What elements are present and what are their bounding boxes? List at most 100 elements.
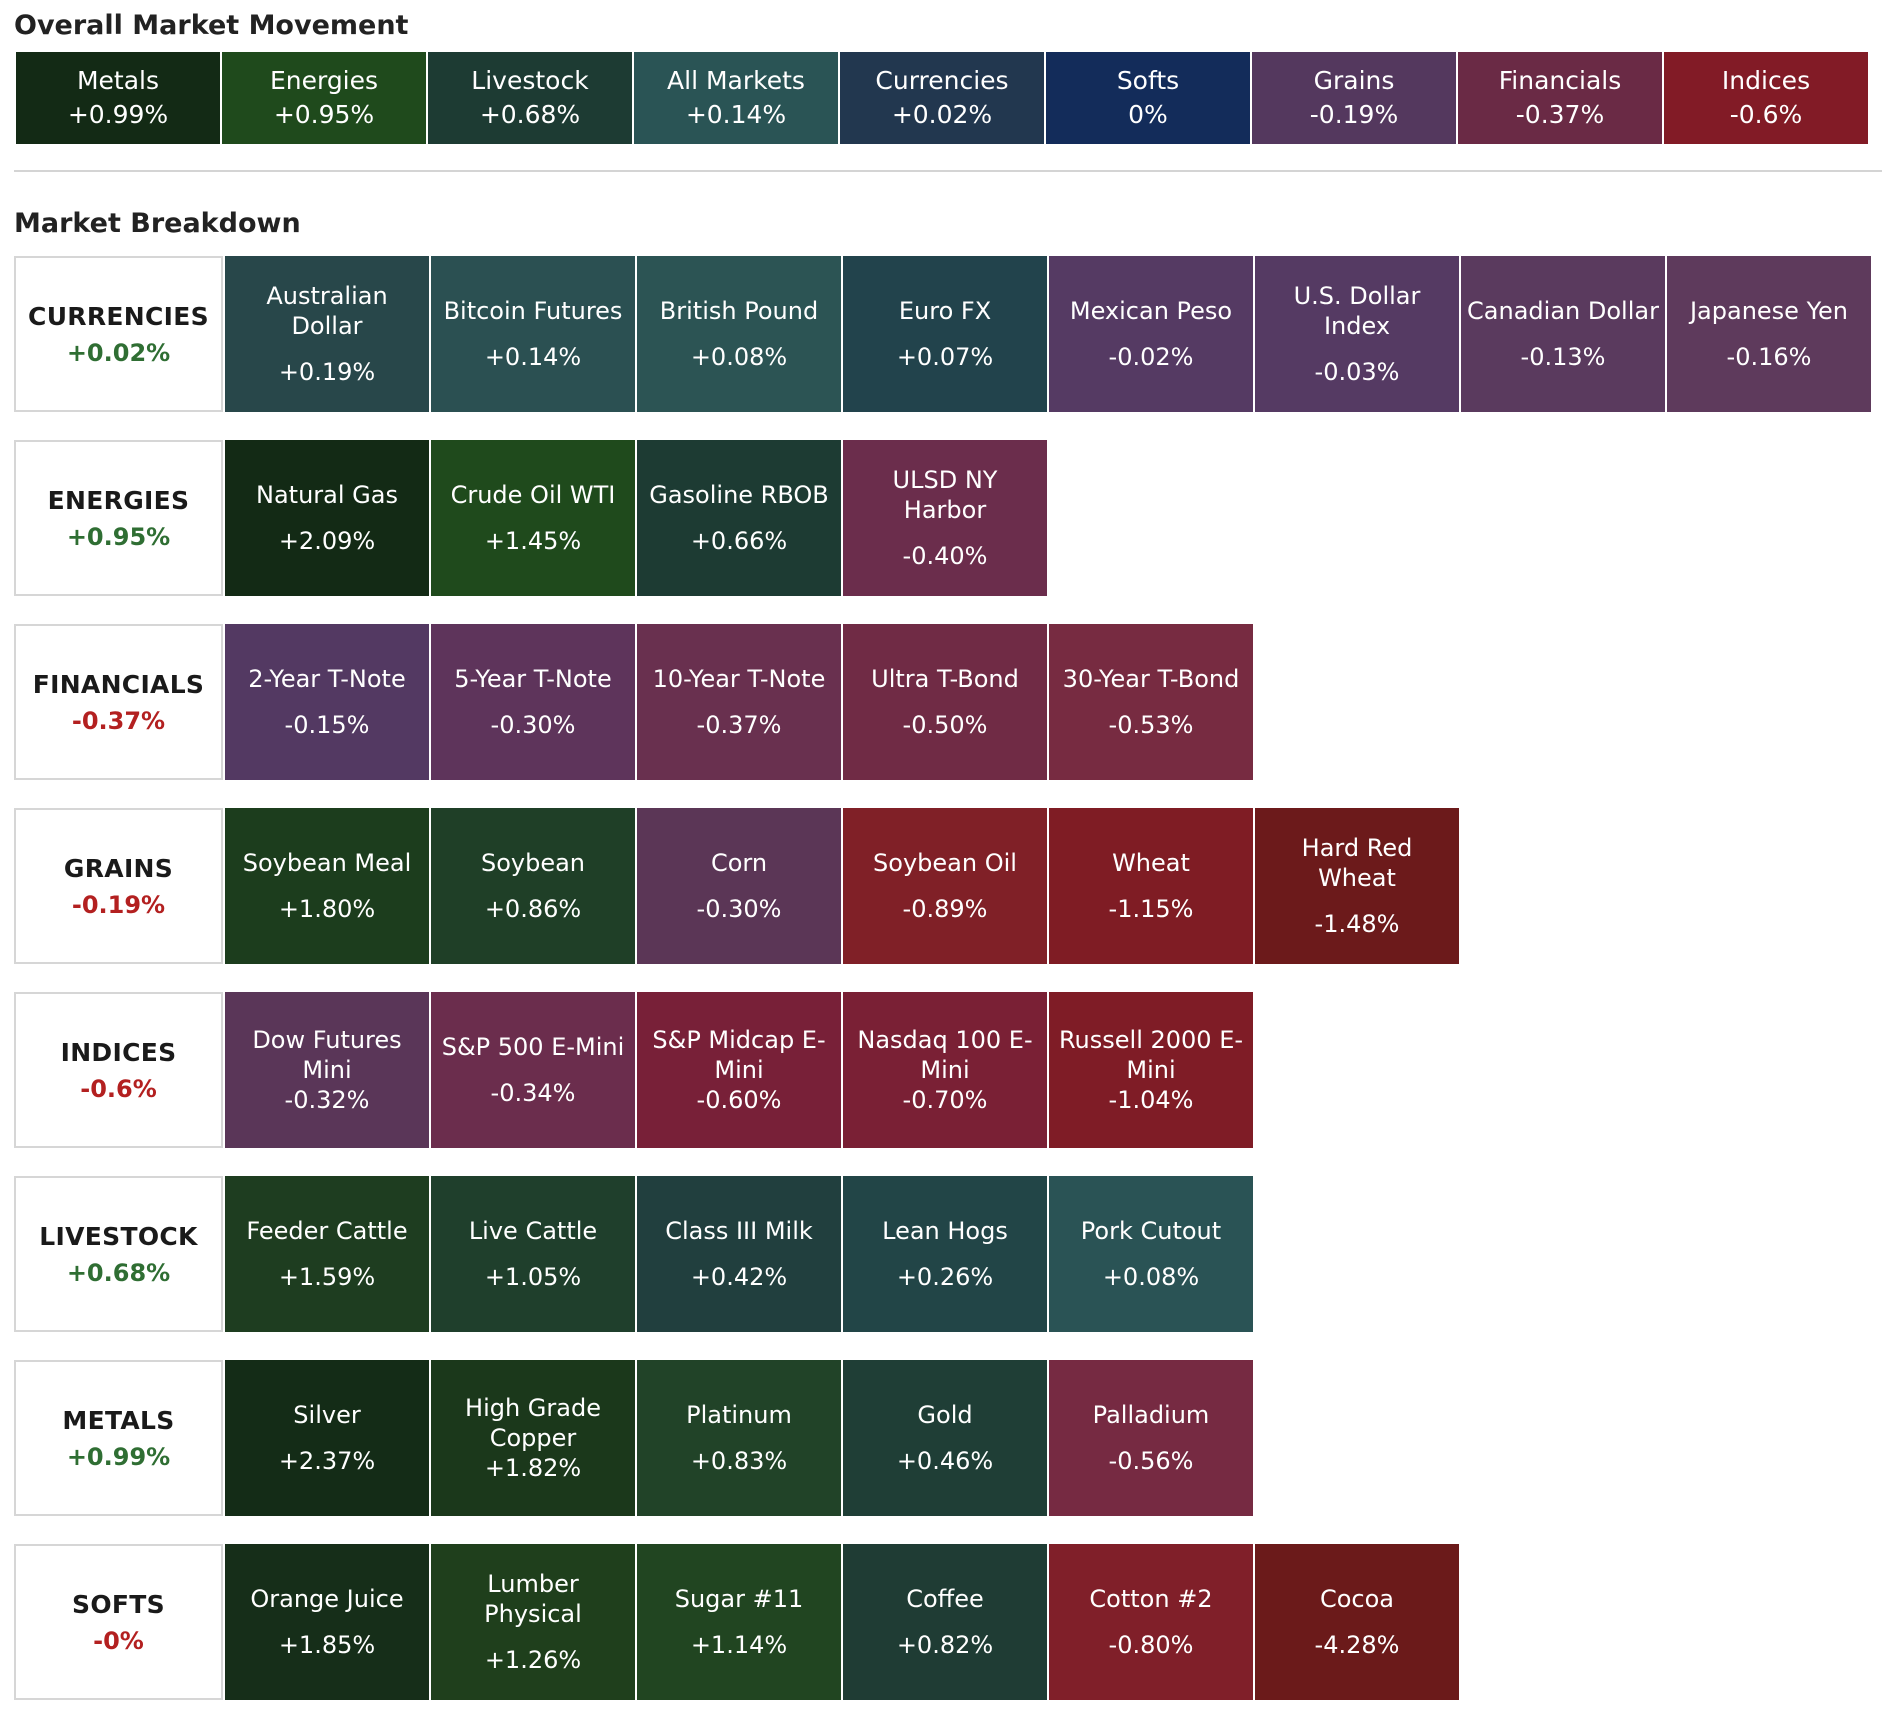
- contract-tile[interactable]: Russell 2000 E-Mini -1.04%: [1049, 992, 1253, 1148]
- contract-tile[interactable]: Orange Juice +1.85%: [225, 1544, 429, 1700]
- contract-change: +1.14%: [690, 1631, 788, 1659]
- contract-name: Nasdaq 100 E-Mini: [857, 1026, 1033, 1084]
- contract-tile[interactable]: Gold +0.46%: [843, 1360, 1047, 1516]
- contract-name: Silver: [293, 1401, 361, 1429]
- overall-tile-label: Softs: [1116, 66, 1180, 95]
- contract-tile[interactable]: Coffee +0.82%: [843, 1544, 1047, 1700]
- market-breakdown-title: Market Breakdown: [14, 208, 301, 239]
- contract-change: +1.80%: [278, 895, 376, 923]
- contract-tile[interactable]: Wheat -1.15%: [1049, 808, 1253, 964]
- overall-tile-softs[interactable]: Softs 0%: [1046, 52, 1250, 144]
- contract-tile[interactable]: ULSD NY Harbor -0.40%: [843, 440, 1047, 596]
- contract-tile[interactable]: Cotton #2 -0.80%: [1049, 1544, 1253, 1700]
- contract-tile[interactable]: Euro FX +0.07%: [843, 256, 1047, 412]
- contract-tile[interactable]: Platinum +0.83%: [637, 1360, 841, 1516]
- contract-tile[interactable]: Lean Hogs +0.26%: [843, 1176, 1047, 1332]
- contract-tile[interactable]: Class III Milk +0.42%: [637, 1176, 841, 1332]
- contract-name: 2-Year T-Note: [248, 665, 406, 693]
- category-summary[interactable]: LIVESTOCK +0.68%: [14, 1176, 223, 1332]
- contract-name: Corn: [710, 849, 768, 877]
- overall-tile-energies[interactable]: Energies +0.95%: [222, 52, 426, 144]
- contract-tile[interactable]: Hard Red Wheat -1.48%: [1255, 808, 1459, 964]
- contract-tile[interactable]: Feeder Cattle +1.59%: [225, 1176, 429, 1332]
- contract-tile[interactable]: Silver +2.37%: [225, 1360, 429, 1516]
- contract-tile[interactable]: Gasoline RBOB +0.66%: [637, 440, 841, 596]
- overall-tile-value: +0.02%: [891, 100, 993, 129]
- overall-tile-value: -0.37%: [1515, 100, 1605, 129]
- contract-change: -0.50%: [902, 711, 988, 739]
- contract-change: +0.08%: [1102, 1263, 1200, 1291]
- contract-change: -1.15%: [1108, 895, 1194, 923]
- contract-name: Natural Gas: [256, 481, 398, 509]
- contract-tile[interactable]: Live Cattle +1.05%: [431, 1176, 635, 1332]
- category-summary[interactable]: FINANCIALS -0.37%: [14, 624, 223, 780]
- contract-tile[interactable]: 30-Year T-Bond -0.53%: [1049, 624, 1253, 780]
- contract-tile[interactable]: Sugar #11 +1.14%: [637, 1544, 841, 1700]
- contract-change: -0.32%: [284, 1086, 370, 1114]
- contract-tile[interactable]: Mexican Peso -0.02%: [1049, 256, 1253, 412]
- overall-tile-currencies[interactable]: Currencies +0.02%: [840, 52, 1044, 144]
- contract-tile[interactable]: Crude Oil WTI +1.45%: [431, 440, 635, 596]
- contract-name: Russell 2000 E-Mini: [1058, 1026, 1244, 1084]
- contract-name: Feeder Cattle: [246, 1217, 408, 1245]
- breakdown-row-indices: INDICES -0.6% Dow Futures Mini -0.32% S&P 50…: [14, 992, 1255, 1148]
- overall-tile-metals[interactable]: Metals +0.99%: [16, 52, 220, 144]
- category-summary[interactable]: INDICES -0.6%: [14, 992, 223, 1148]
- contract-tile[interactable]: Australian Dollar +0.19%: [225, 256, 429, 412]
- contract-tile[interactable]: Corn -0.30%: [637, 808, 841, 964]
- overall-tile-financials[interactable]: Financials -0.37%: [1458, 52, 1662, 144]
- contract-tile[interactable]: Natural Gas +2.09%: [225, 440, 429, 596]
- contract-change: +1.05%: [484, 1263, 582, 1291]
- contract-tile[interactable]: Cocoa -4.28%: [1255, 1544, 1459, 1700]
- overall-tile-value: 0%: [1128, 100, 1168, 129]
- category-change: -0.19%: [71, 890, 166, 919]
- contract-tile[interactable]: Lumber Physical +1.26%: [431, 1544, 635, 1700]
- contract-tile[interactable]: Canadian Dollar -0.13%: [1461, 256, 1665, 412]
- contract-tile[interactable]: S&P 500 E-Mini -0.34%: [431, 992, 635, 1148]
- contract-change: -0.13%: [1520, 343, 1606, 371]
- category-summary[interactable]: CURRENCIES +0.02%: [14, 256, 223, 412]
- contract-tile[interactable]: Nasdaq 100 E-Mini -0.70%: [843, 992, 1047, 1148]
- contract-tile[interactable]: Dow Futures Mini -0.32%: [225, 992, 429, 1148]
- contract-tile[interactable]: Ultra T-Bond -0.50%: [843, 624, 1047, 780]
- contract-change: -0.70%: [902, 1086, 988, 1114]
- overall-tile-label: Energies: [269, 66, 379, 95]
- category-summary[interactable]: ENERGIES +0.95%: [14, 440, 223, 596]
- category-summary[interactable]: GRAINS -0.19%: [14, 808, 223, 964]
- contract-tile[interactable]: U.S. Dollar Index -0.03%: [1255, 256, 1459, 412]
- contract-change: -0.80%: [1108, 1631, 1194, 1659]
- overall-tile-all-markets[interactable]: All Markets +0.14%: [634, 52, 838, 144]
- contract-name: ULSD NY Harbor: [892, 466, 998, 524]
- contract-tile[interactable]: Japanese Yen -0.16%: [1667, 256, 1871, 412]
- contract-change: -0.16%: [1726, 343, 1812, 371]
- contract-name: Euro FX: [898, 297, 992, 325]
- contract-name: Pork Cutout: [1080, 1217, 1222, 1245]
- breakdown-row-currencies: CURRENCIES +0.02% Australian Dollar +0.19% B…: [14, 256, 1873, 412]
- contract-tile[interactable]: Soybean +0.86%: [431, 808, 635, 964]
- contract-tile[interactable]: S&P Midcap E-Mini -0.60%: [637, 992, 841, 1148]
- overall-tile-label: Metals: [76, 66, 160, 95]
- contract-tile[interactable]: 2-Year T-Note -0.15%: [225, 624, 429, 780]
- contract-name: Mexican Peso: [1069, 297, 1233, 325]
- contract-tile[interactable]: High Grade Copper +1.82%: [431, 1360, 635, 1516]
- contract-change: +0.19%: [278, 358, 376, 386]
- category-summary[interactable]: SOFTS -0%: [14, 1544, 223, 1700]
- breakdown-row-grains: GRAINS -0.19% Soybean Meal +1.80% Soybean +0.…: [14, 808, 1461, 964]
- contract-tile[interactable]: 10-Year T-Note -0.37%: [637, 624, 841, 780]
- contract-name: Class III Milk: [665, 1217, 813, 1245]
- overall-tile-livestock[interactable]: Livestock +0.68%: [428, 52, 632, 144]
- contract-name: Soybean Oil: [873, 849, 1017, 877]
- overall-tile-grains[interactable]: Grains -0.19%: [1252, 52, 1456, 144]
- contract-tile[interactable]: British Pound +0.08%: [637, 256, 841, 412]
- contract-name: Wheat: [1112, 849, 1190, 877]
- contract-tile[interactable]: Soybean Meal +1.80%: [225, 808, 429, 964]
- contract-tile[interactable]: Pork Cutout +0.08%: [1049, 1176, 1253, 1332]
- contract-name: Orange Juice: [250, 1585, 404, 1613]
- contract-tile[interactable]: Soybean Oil -0.89%: [843, 808, 1047, 964]
- overall-tile-indices[interactable]: Indices -0.6%: [1664, 52, 1868, 144]
- contract-change: +0.42%: [690, 1263, 788, 1291]
- contract-tile[interactable]: Bitcoin Futures +0.14%: [431, 256, 635, 412]
- category-summary[interactable]: METALS +0.99%: [14, 1360, 223, 1516]
- contract-tile[interactable]: Palladium -0.56%: [1049, 1360, 1253, 1516]
- contract-tile[interactable]: 5-Year T-Note -0.30%: [431, 624, 635, 780]
